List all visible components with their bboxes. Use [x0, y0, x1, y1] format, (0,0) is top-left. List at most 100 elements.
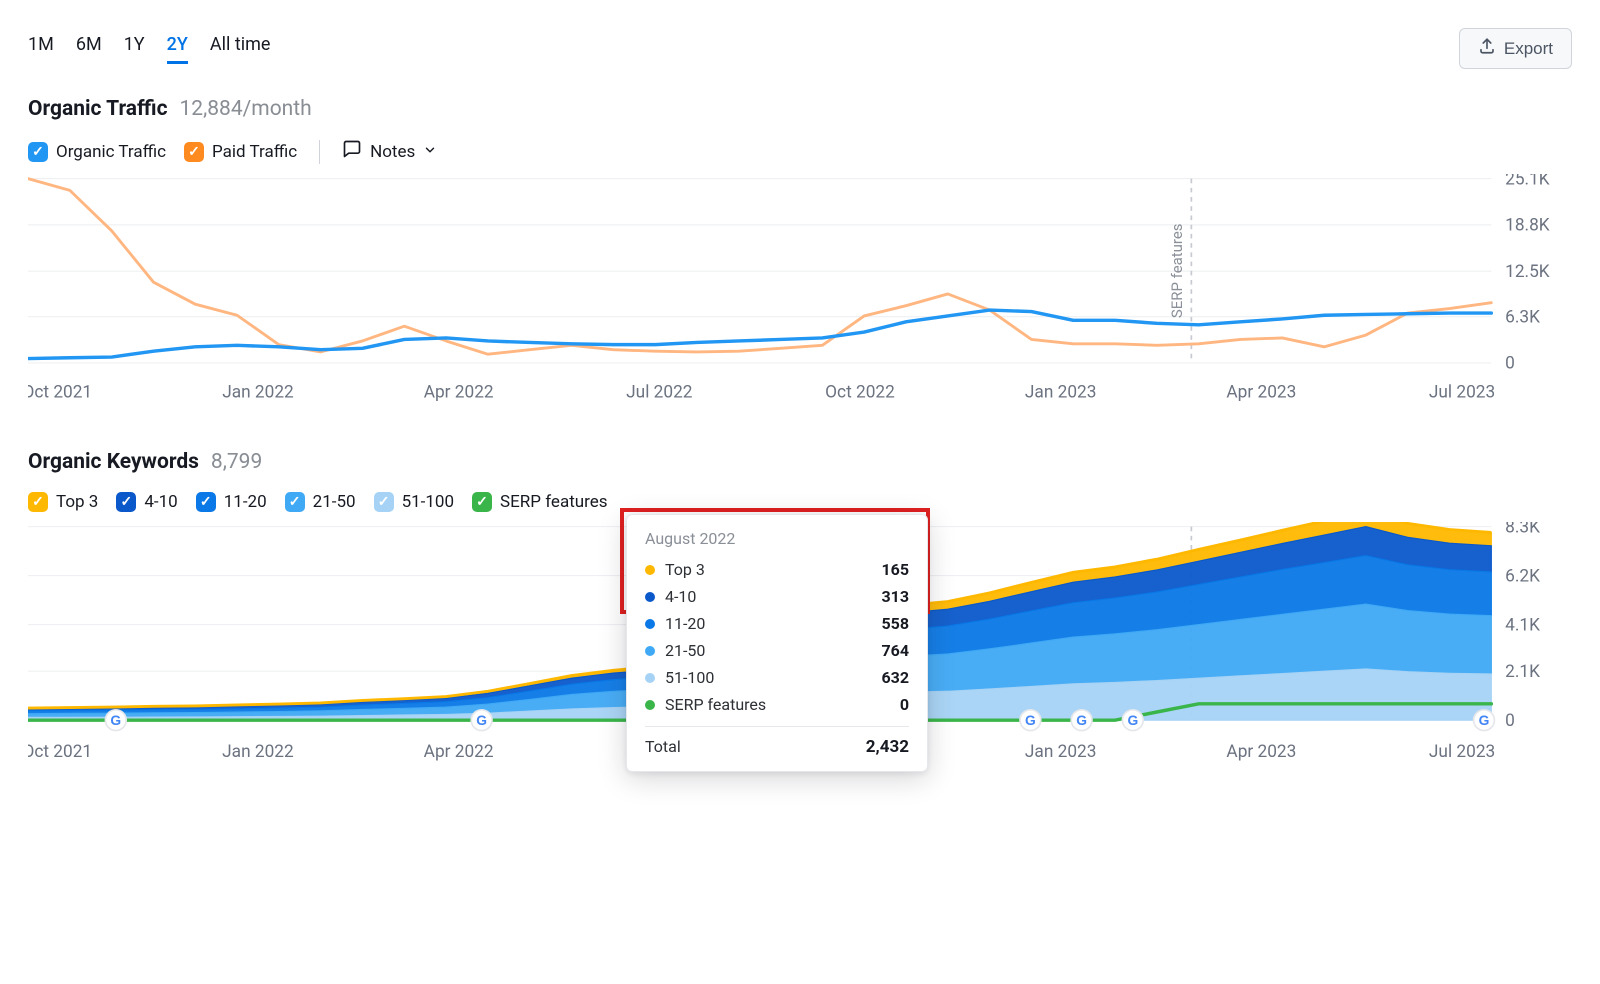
tooltip-divider — [645, 726, 909, 727]
svg-text:0: 0 — [1505, 354, 1515, 374]
tooltip-dot-icon — [645, 646, 655, 656]
checkbox-icon: ✓ — [28, 492, 48, 512]
tooltip-dot-icon — [645, 673, 655, 683]
svg-text:2.1K: 2.1K — [1505, 662, 1540, 682]
svg-text:Apr 2023: Apr 2023 — [1226, 742, 1296, 762]
export-icon — [1478, 37, 1496, 60]
svg-text:12.5K: 12.5K — [1505, 262, 1550, 282]
svg-text:SERP features: SERP features — [1168, 223, 1186, 318]
svg-text:6.2K: 6.2K — [1505, 567, 1540, 587]
svg-text:18.8K: 18.8K — [1505, 216, 1550, 236]
tab-2y[interactable]: 2Y — [167, 34, 188, 64]
svg-text:Jul 2023: Jul 2023 — [1429, 742, 1495, 762]
tab-1m[interactable]: 1M — [28, 34, 54, 64]
svg-text:G: G — [476, 712, 487, 728]
tooltip-row-value: 313 — [881, 587, 909, 606]
keywords-title: Organic Keywords — [28, 450, 199, 474]
tooltip-row-value: 632 — [881, 668, 909, 687]
traffic-chart[interactable]: 0 6.3K 12.5K 18.8K 25.1K SERP features Oct 202… — [28, 174, 1572, 404]
svg-text:Oct 2021: Oct 2021 — [28, 383, 92, 403]
legend-label: Organic Traffic — [56, 142, 166, 162]
keywords-metric: 8,799 — [211, 450, 262, 474]
legend-label: Paid Traffic — [212, 142, 297, 162]
traffic-header: Organic Traffic 12,884/month — [28, 97, 1572, 121]
checkbox-icon: ✓ — [184, 142, 204, 162]
legend-r11_20[interactable]: ✓ 11-20 — [196, 492, 267, 512]
svg-text:25.1K: 25.1K — [1505, 174, 1550, 189]
legend-paid-traffic[interactable]: ✓ Paid Traffic — [184, 142, 297, 162]
svg-text:Jan 2022: Jan 2022 — [222, 383, 294, 403]
tooltip-row-label: 21-50 — [665, 641, 881, 660]
keywords-header: Organic Keywords 8,799 — [28, 450, 1572, 474]
legend-label: SERP features — [500, 492, 607, 512]
tooltip-row-label: 11-20 — [665, 614, 881, 633]
svg-text:Jan 2022: Jan 2022 — [222, 742, 294, 762]
svg-text:Jan 2023: Jan 2023 — [1025, 383, 1097, 403]
legend-organic-traffic[interactable]: ✓ Organic Traffic — [28, 142, 166, 162]
svg-text:G: G — [1076, 712, 1087, 728]
legend-label: 4-10 — [144, 492, 177, 512]
tooltip-dot-icon — [645, 565, 655, 575]
svg-text:6.3K: 6.3K — [1505, 307, 1540, 327]
svg-text:G: G — [1127, 712, 1138, 728]
legend-serp[interactable]: ✓SERP features — [472, 492, 607, 512]
keywords-chart-container: 02.1K4.1K6.2K8.3KGGGGGGGGOct 2021Jan 202… — [28, 522, 1572, 764]
tooltip-row: 21-50764 — [645, 637, 909, 664]
legend-label: Top 3 — [56, 492, 98, 512]
svg-text:Apr 2022: Apr 2022 — [424, 742, 494, 762]
chevron-down-icon — [423, 142, 437, 162]
legend-r51_100[interactable]: ✓ 51-100 — [374, 492, 454, 512]
tooltip-row-label: 51-100 — [665, 668, 881, 687]
svg-text:8.3K: 8.3K — [1505, 522, 1540, 537]
tooltip-row: 4-10313 — [645, 583, 909, 610]
tooltip-total-value: 2,432 — [866, 737, 909, 757]
top-bar: 1M 6M 1Y 2Y All time Export — [28, 28, 1572, 69]
tab-alltime[interactable]: All time — [210, 34, 271, 64]
traffic-metric: 12,884/month — [179, 97, 311, 121]
svg-text:Jan 2023: Jan 2023 — [1025, 742, 1097, 762]
tooltip-row-label: SERP features — [665, 695, 900, 714]
legend-top3[interactable]: ✓ Top 3 — [28, 492, 98, 512]
tooltip-row-label: 4-10 — [665, 587, 881, 606]
svg-text:G: G — [110, 712, 121, 728]
divider — [319, 140, 320, 164]
svg-text:0: 0 — [1505, 711, 1515, 731]
tab-6m[interactable]: 6M — [76, 34, 102, 64]
tooltip-row-label: Top 3 — [665, 560, 881, 579]
tooltip-row-value: 165 — [881, 560, 909, 579]
tooltip-dot-icon — [645, 592, 655, 602]
legend-r4_10[interactable]: ✓ 4-10 — [116, 492, 177, 512]
checkbox-icon: ✓ — [196, 492, 216, 512]
keywords-legend: ✓ Top 3 ✓ 4-10 ✓ 11-20 ✓21-50 ✓ 51-100 ✓SERP feat… — [28, 492, 1572, 512]
svg-text:G: G — [1479, 712, 1490, 728]
legend-label: 21-50 — [313, 492, 356, 512]
tab-1y[interactable]: 1Y — [124, 34, 145, 64]
legend-label: 51-100 — [402, 492, 454, 512]
time-range-tabs: 1M 6M 1Y 2Y All time — [28, 34, 270, 64]
tooltip-row-value: 558 — [881, 614, 909, 633]
tooltip-dot-icon — [645, 619, 655, 629]
legend-label: 11-20 — [224, 492, 267, 512]
tooltip-total-label: Total — [645, 737, 866, 757]
tooltip-row: 51-100632 — [645, 664, 909, 691]
tooltip-total-row: Total 2,432 — [645, 735, 909, 757]
notes-dropdown[interactable]: Notes — [342, 139, 437, 164]
tooltip-row-value: 0 — [900, 695, 909, 714]
notes-label: Notes — [370, 142, 415, 162]
checkbox-icon: ✓ — [116, 492, 136, 512]
svg-text:G: G — [1025, 712, 1036, 728]
export-label: Export — [1504, 39, 1553, 59]
legend-r21_50[interactable]: ✓21-50 — [285, 492, 356, 512]
svg-text:Jul 2023: Jul 2023 — [1429, 383, 1495, 403]
traffic-chart-container: 0 6.3K 12.5K 18.8K 25.1K SERP features Oct 202… — [28, 174, 1572, 404]
tooltip-row-value: 764 — [881, 641, 909, 660]
tooltip-row: SERP features0 — [645, 691, 909, 718]
traffic-legend: ✓ Organic Traffic ✓ Paid Traffic Notes — [28, 139, 1572, 164]
svg-text:Apr 2022: Apr 2022 — [424, 383, 494, 403]
svg-text:Oct 2022: Oct 2022 — [825, 383, 895, 403]
export-button[interactable]: Export — [1459, 28, 1572, 69]
tooltip-title: August 2022 — [645, 529, 909, 548]
checkbox-icon: ✓ — [28, 142, 48, 162]
checkbox-icon: ✓ — [374, 492, 394, 512]
tooltip-row: 11-20558 — [645, 610, 909, 637]
